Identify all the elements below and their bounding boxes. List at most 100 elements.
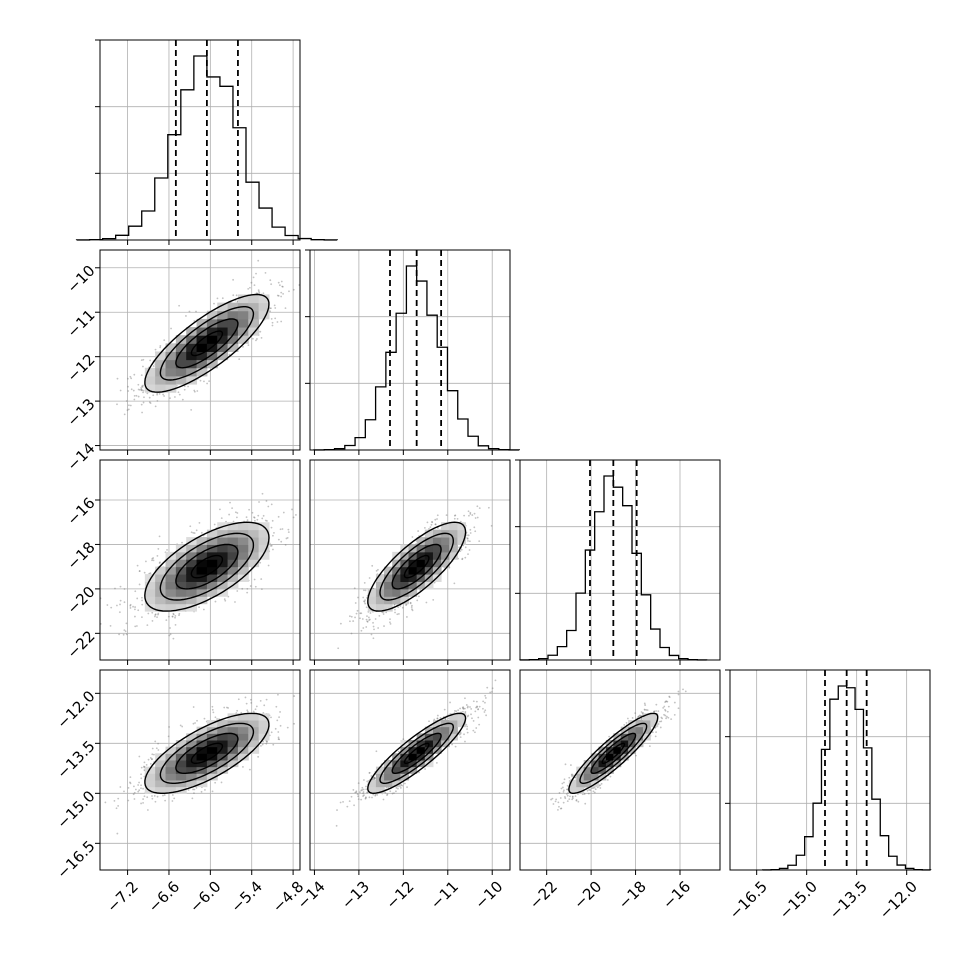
density-cell — [392, 773, 401, 781]
contour-level-2 — [159, 532, 255, 601]
scatter-point — [355, 791, 358, 794]
scatter-point — [138, 570, 141, 573]
scatter-point — [368, 772, 371, 774]
scatter-point — [157, 613, 159, 616]
scatter-point — [462, 544, 465, 547]
density-cell — [144, 780, 156, 788]
scatter-point — [397, 787, 399, 790]
scatter-point — [193, 390, 196, 393]
density-cell — [628, 733, 637, 741]
scatter-point — [152, 557, 155, 559]
scatter-point — [138, 789, 141, 792]
scatter-point — [152, 365, 155, 367]
scatter-point — [467, 705, 469, 708]
scatter-point — [253, 578, 256, 581]
scatter-point — [272, 548, 274, 551]
x-tick-label: −5.4 — [227, 878, 265, 916]
scatter-point — [192, 722, 195, 725]
scatter-point — [265, 742, 268, 745]
scatter-point — [155, 747, 158, 750]
density-cell — [408, 746, 418, 754]
density-cell — [367, 603, 377, 612]
scatter-point — [137, 388, 140, 391]
panel-frame — [729, 669, 931, 871]
density-cell — [196, 367, 208, 377]
scatter-point — [152, 559, 155, 562]
density-cell — [217, 343, 229, 352]
scatter-point — [555, 798, 558, 801]
scatter-point — [135, 394, 138, 397]
density-cell — [408, 753, 418, 761]
density-cell — [206, 559, 218, 568]
scatter-point — [465, 534, 468, 537]
scatter-point — [276, 321, 279, 323]
scatter-point — [600, 782, 603, 785]
scatter-point — [386, 793, 389, 796]
scatter-point — [562, 789, 565, 792]
scatter-point — [169, 633, 172, 636]
density-cell — [416, 559, 426, 568]
density-cell — [144, 375, 156, 385]
density-cell — [576, 766, 585, 774]
scatter-point — [203, 380, 205, 383]
scatter-point — [485, 714, 488, 717]
density-cell — [175, 740, 187, 748]
scatter-point — [127, 385, 129, 388]
density-cell — [196, 351, 208, 361]
scatter-point — [371, 564, 374, 567]
scatter-point — [361, 789, 364, 791]
scatter-point — [406, 786, 408, 789]
scatter-point — [634, 712, 637, 715]
density-cell — [237, 327, 249, 336]
scatter-point — [183, 385, 186, 388]
scatter-point — [200, 790, 203, 793]
scatter-point — [463, 514, 466, 517]
scatter-point — [411, 604, 413, 607]
scatter-point — [350, 615, 353, 618]
scatter-point — [149, 762, 152, 765]
scatter-point — [258, 501, 260, 503]
scatter-point — [189, 525, 192, 528]
scatter-point — [362, 791, 365, 793]
scatter-point — [568, 776, 571, 779]
scatter-point — [224, 599, 227, 602]
density-cell — [206, 766, 218, 774]
scatter-point — [397, 606, 400, 609]
scatter-point — [123, 588, 126, 590]
scatter-point — [141, 411, 143, 414]
x-tick-label: −18 — [615, 878, 650, 913]
scatter-point — [199, 379, 202, 382]
scatter-point — [134, 615, 136, 618]
scatter-point — [563, 781, 565, 784]
contour-level-1 — [391, 732, 442, 774]
scatter-point — [363, 794, 365, 797]
scatter-point — [564, 797, 567, 800]
density-cell — [144, 367, 156, 377]
scatter-point — [178, 304, 181, 307]
scatter-point — [550, 798, 552, 801]
density-cell — [206, 588, 218, 597]
scatter-point — [221, 297, 224, 300]
density-cell — [165, 746, 177, 754]
scatter-point — [637, 715, 640, 718]
scatter-point — [436, 514, 439, 517]
scatter-point — [274, 317, 277, 320]
scatter-point — [583, 793, 586, 795]
x-tick-label: −7.2 — [103, 878, 141, 916]
scatter-point — [119, 585, 122, 588]
scatter-point — [640, 717, 643, 720]
panel-frame — [99, 669, 301, 871]
density-cell — [144, 581, 156, 590]
scatter-point — [270, 716, 272, 719]
scatter-point — [133, 785, 135, 788]
scatter-point — [179, 724, 182, 727]
scatter-point — [126, 377, 129, 380]
scatter-point — [130, 388, 133, 391]
scatter-point — [484, 709, 487, 712]
scatter-point — [664, 701, 667, 703]
scatter-point — [494, 679, 497, 682]
density-cell — [206, 359, 218, 369]
scatter-point — [466, 537, 469, 540]
scatter-point — [159, 346, 162, 349]
scatter-point — [453, 514, 456, 517]
